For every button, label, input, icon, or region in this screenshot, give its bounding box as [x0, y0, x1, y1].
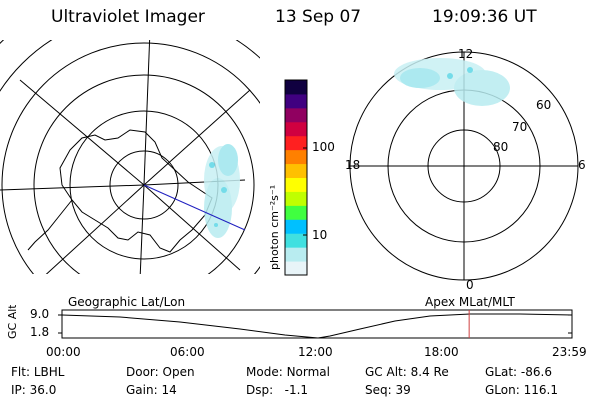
geographic-caption: Geographic Lat/Lon	[68, 295, 186, 309]
x-tick: 23:59	[552, 345, 587, 359]
x-tick: 06:00	[170, 345, 205, 359]
colorbar-segment	[285, 219, 307, 234]
x-tick: 12:00	[298, 345, 333, 359]
status-glat: GLat: -86.6	[485, 365, 552, 379]
x-tick: 00:00	[46, 345, 81, 359]
magnetic-caption: Apex MLat/MLT	[425, 295, 515, 309]
meridian	[143, 89, 251, 186]
time-label: 19:09:36 UT	[432, 7, 537, 27]
colorbar-segment	[285, 135, 307, 151]
meridian	[143, 184, 241, 271]
aurora-emission	[204, 144, 240, 238]
colorbar-segment	[285, 163, 307, 178]
mlt-label-top: 12	[458, 47, 474, 61]
status-door: Door: Open	[126, 365, 195, 379]
mlt-label-left: 18	[345, 158, 361, 172]
mlat-label-70: 70	[512, 120, 528, 134]
colorbar-segment	[285, 121, 307, 137]
mlat-label-60: 60	[536, 98, 552, 112]
meridian	[19, 79, 145, 186]
aurora-emission	[394, 58, 510, 106]
status-dsp: Dsp: -1.1	[246, 383, 309, 397]
status-seq: Seq: 39	[365, 383, 411, 397]
y-tick-low: 1.8	[30, 325, 50, 339]
colorbar-segment	[285, 93, 307, 109]
x-tick: 18:00	[424, 345, 459, 359]
meridian	[44, 184, 145, 275]
status-ip: IP: 36.0	[11, 383, 57, 397]
colorbar-unit-label: photon cm⁻²s⁻¹	[268, 185, 281, 270]
colorbar-gradient	[285, 80, 307, 276]
status-gc-alt: GC Alt: 8.4 Re	[365, 365, 449, 379]
timeline-y-label: GC Alt	[6, 305, 19, 339]
colorbar-segment	[285, 247, 307, 262]
colorbar-segment	[285, 205, 307, 220]
status-glon: GLon: 116.1	[485, 383, 558, 397]
status-gain: Gain: 14	[126, 383, 177, 397]
colorbar-tick-100: 100	[312, 140, 335, 154]
colorbar-segment	[285, 107, 307, 123]
colorbar-segment	[285, 80, 307, 95]
mlt-label-bottom: 0	[466, 278, 474, 292]
antarctic-peninsula	[27, 199, 73, 251]
colorbar-segment	[285, 149, 307, 165]
y-tick-high: 9.0	[30, 307, 50, 321]
colorbar: photon cm⁻²s⁻¹	[268, 79, 308, 276]
altitude-timeline: GC Alt	[6, 305, 573, 339]
antarctica-coastline	[59, 129, 213, 253]
terminator-line	[143, 184, 246, 231]
magnetic-map	[349, 51, 579, 281]
colorbar-segment	[285, 177, 307, 192]
geographic-map	[0, 40, 260, 295]
lat-circle	[1, 42, 260, 275]
meridian	[143, 40, 151, 186]
mlat-label-80: 80	[493, 140, 509, 154]
status-filter: Flt: LBHL	[11, 365, 65, 379]
date-label: 13 Sep 07	[275, 7, 362, 27]
colorbar-segment	[285, 233, 307, 248]
colorbar-segment	[285, 261, 307, 276]
app-title: Ultraviolet Imager	[51, 7, 205, 27]
altitude-curve	[61, 313, 573, 339]
lat-circle	[33, 74, 255, 275]
mlt-label-right: 6	[578, 158, 586, 172]
meridian	[0, 184, 145, 191]
status-mode: Mode: Normal	[246, 365, 330, 379]
colorbar-segment	[285, 191, 307, 206]
lat-circle	[109, 150, 179, 220]
colorbar-tick-10: 10	[312, 228, 328, 242]
